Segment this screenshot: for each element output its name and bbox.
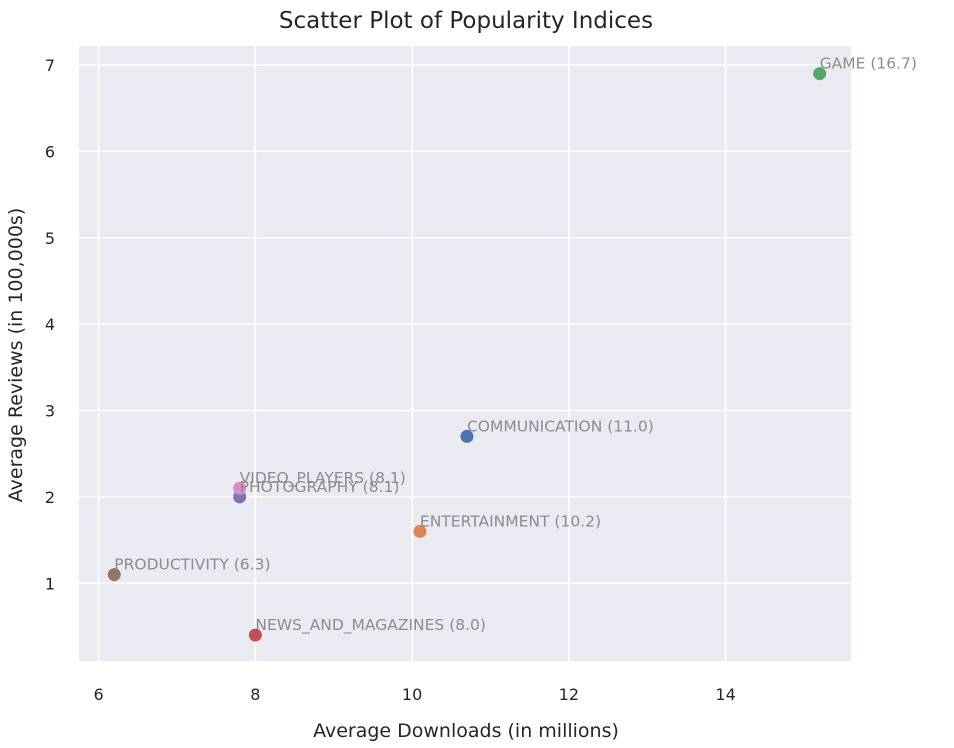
data-point xyxy=(248,628,262,642)
y-axis-ticks: 1 2 3 4 5 6 7 xyxy=(45,56,55,593)
y-tick-label: 4 xyxy=(45,315,55,334)
grid xyxy=(79,46,851,661)
x-axis-label: Average Downloads (in millions) xyxy=(313,720,619,742)
data-point-label: PRODUCTIVITY (6.3) xyxy=(114,556,270,574)
data-point-label: NEWS_AND_MAGAZINES (8.0) xyxy=(255,616,486,635)
y-axis-label: Average Reviews (in 100,000s) xyxy=(5,208,27,502)
y-tick-label: 5 xyxy=(45,229,55,248)
data-point xyxy=(413,524,427,538)
y-tick-label: 6 xyxy=(45,142,55,161)
data-point xyxy=(813,67,827,81)
point-labels: COMMUNICATION (11.0) ENTERTAINMENT (10.2)… xyxy=(114,55,917,635)
data-point xyxy=(460,429,474,443)
chart-title: Scatter Plot of Popularity Indices xyxy=(279,8,653,34)
data-point-label: PHOTOGRAPHY (8.1) xyxy=(240,478,400,496)
y-tick-label: 2 xyxy=(45,488,55,507)
x-tick-label: 10 xyxy=(402,685,422,704)
data-point xyxy=(107,568,121,582)
data-point-label: ENTERTAINMENT (10.2) xyxy=(420,512,601,530)
x-axis-ticks: 6 8 10 12 14 xyxy=(94,685,736,704)
data-point xyxy=(233,481,247,495)
x-tick-label: 6 xyxy=(94,685,104,704)
plot-area xyxy=(79,46,851,661)
x-tick-label: 8 xyxy=(250,685,260,704)
data-point-label: COMMUNICATION (11.0) xyxy=(467,417,654,435)
x-tick-label: 14 xyxy=(715,685,735,704)
data-points xyxy=(107,67,827,642)
x-tick-label: 12 xyxy=(559,685,579,704)
y-tick-label: 7 xyxy=(45,56,55,75)
data-point-label: GAME (16.7) xyxy=(820,55,917,73)
data-point-label: VIDEO_PLAYERS (8.1) xyxy=(240,469,406,488)
y-tick-label: 1 xyxy=(45,574,55,593)
y-tick-label: 3 xyxy=(45,402,55,421)
